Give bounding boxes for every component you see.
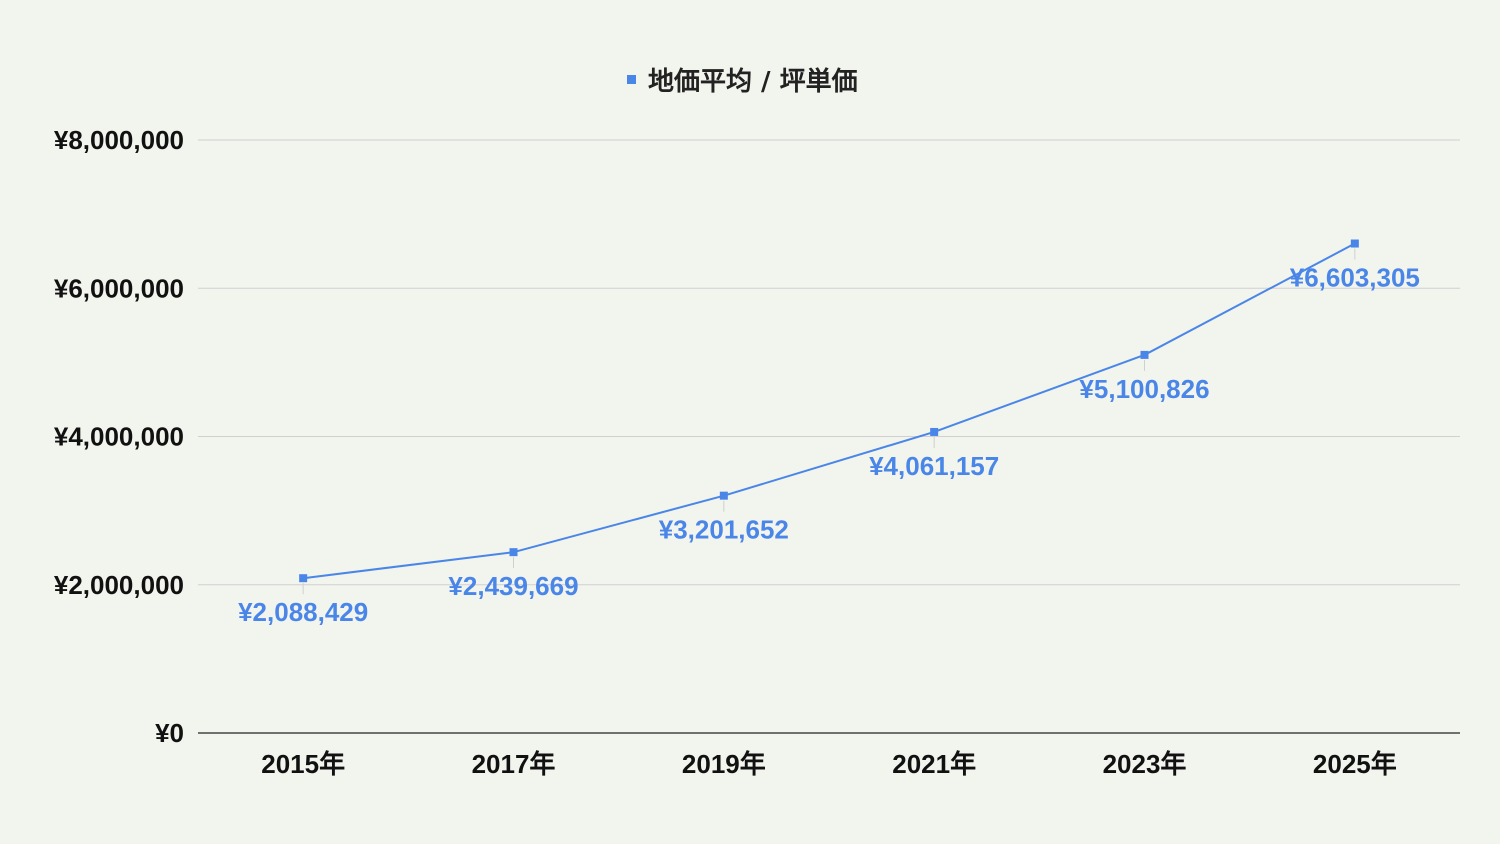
- data-label: ¥6,603,305: [1290, 263, 1420, 293]
- data-point: [299, 574, 308, 583]
- data-label: ¥3,201,652: [659, 515, 789, 545]
- x-tick-label: 2021年: [892, 749, 976, 779]
- data-labels: ¥2,088,429 ¥2,439,669 ¥3,201,652 ¥4,061,157…: [238, 248, 1420, 627]
- data-point: [509, 548, 518, 557]
- data-label: ¥2,088,429: [238, 597, 368, 627]
- x-tick-label: 2025年: [1313, 749, 1397, 779]
- gridlines: [198, 139, 1460, 734]
- x-tick-label: 2023年: [1103, 749, 1187, 779]
- x-tick-label: 2019年: [682, 749, 766, 779]
- data-label: ¥2,439,669: [448, 571, 578, 601]
- series-layer: [299, 239, 1359, 583]
- data-label: ¥4,061,157: [869, 451, 999, 481]
- data-point: [930, 427, 939, 436]
- y-tick-label: ¥2,000,000: [54, 570, 184, 600]
- y-tick-label: ¥0: [155, 718, 184, 748]
- series-line: [303, 242, 1356, 580]
- legend: 地価平均 / 坪単価: [627, 67, 858, 97]
- y-tick-label: ¥6,000,000: [54, 273, 184, 303]
- legend-label: 地価平均 / 坪単価: [648, 67, 858, 97]
- data-label: ¥5,100,826: [1079, 374, 1209, 404]
- y-tick-label: ¥4,000,000: [54, 422, 184, 452]
- x-tick-label: 2015年: [261, 749, 345, 779]
- data-point: [1350, 239, 1359, 248]
- data-point: [719, 491, 728, 500]
- x-axis-ticks: 2015年 2017年 2019年 2021年 2023年 2025年: [261, 749, 1397, 779]
- y-tick-label: ¥8,000,000: [54, 125, 184, 155]
- x-tick-label: 2017年: [472, 749, 556, 779]
- y-axis-ticks: ¥0 ¥2,000,000 ¥4,000,000 ¥6,000,000 ¥8,000,0…: [54, 125, 184, 748]
- data-point: [1140, 350, 1149, 359]
- legend-swatch-icon: [627, 75, 636, 84]
